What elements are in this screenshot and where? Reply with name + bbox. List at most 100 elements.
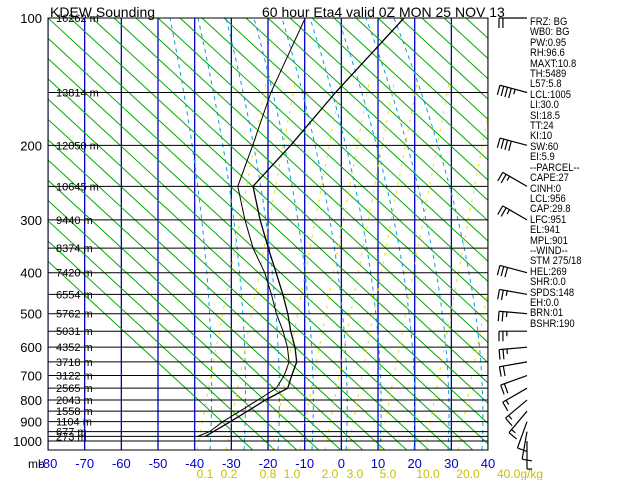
pressure-tick-label: 400 [20, 266, 42, 281]
sounding-index-row: BSHR:190 [530, 317, 575, 330]
mixing-ratio-label: 20.0 [456, 467, 480, 480]
wind-barb [496, 84, 528, 99]
temperature-tick-label: -40 [185, 456, 204, 471]
wind-barb [496, 264, 528, 278]
sounding-index-row: L57:5.8 [530, 78, 562, 91]
dry-adiabat-line [179, 18, 488, 303]
wind-barb [497, 310, 528, 322]
dry-adiabat-line [311, 18, 488, 181]
mixing-ratio-line [271, 77, 343, 450]
sounding-indices-panel: FRZ: BG WB0: BG PW:0.95 RH:96.6 MAXT:10.8 TH:… [530, 16, 640, 330]
temperature-tick-label: -20 [259, 456, 278, 471]
mixing-ratio-label: 2.0 [322, 467, 339, 480]
height-label: 12050 m [56, 140, 99, 152]
mixing-ratio-label: 0.2 [221, 467, 238, 480]
temperature-tick-label: -50 [149, 456, 168, 471]
temperature-tick-labels: -80 -70 -60 -50 -40 -30 -20 -10 0 10 20 30 40 [39, 456, 496, 471]
dry-adiabat-line [48, 179, 342, 450]
mixing-ratio-label: 0.1 [197, 467, 214, 480]
dry-adiabat-line [157, 18, 488, 323]
temperature-tick-label: 20 [407, 456, 421, 471]
pressure-tick-labels: 100 200 300 400 500 600 700 800 900 1000 [13, 11, 42, 449]
height-label: 4352 m [56, 342, 93, 354]
sounding-index-row: HEL:269 [530, 265, 567, 278]
dry-adiabat-line [48, 78, 452, 450]
pressure-tick-label: 500 [20, 307, 42, 322]
mixing-ratio-label: 0.8 [260, 467, 277, 480]
temperature-tick-label: 40 [481, 456, 495, 471]
temperature-tick-label: -30 [222, 456, 241, 471]
dry-adiabat-line [48, 98, 430, 450]
wind-barb [498, 330, 527, 342]
dry-adiabat-line [135, 18, 488, 344]
dry-adiabat-line [48, 199, 320, 450]
sounding-index-row: CINH:0 [530, 182, 562, 195]
sounding-index-row: LCL:1005 [530, 88, 572, 101]
temperature-tick-label: -60 [112, 456, 131, 471]
wind-barb [497, 171, 528, 187]
dry-adiabat-line [48, 240, 276, 450]
sounding-index-row: EI:5.9 [530, 151, 555, 164]
sounding-index-row: TT:24 [530, 120, 554, 133]
height-label: 6554 m [56, 289, 93, 301]
pressure-tick-label: 1000 [13, 434, 42, 449]
dry-adiabat-line [245, 18, 488, 242]
dry-adiabat-line [48, 18, 488, 425]
mixing-ratio-labels: 0.1 0.2 0.8 1.0 2.0 3.0 5.0 10.0 20.0 40.0g/kg [197, 467, 543, 480]
sounding-index-row: LI:30.0 [530, 99, 559, 112]
pressure-tick-label: 600 [20, 340, 42, 355]
sounding-index-row: EL:941 [530, 224, 560, 237]
dry-adiabat-line [113, 18, 488, 364]
mixing-ratio-label: 5.0 [380, 467, 397, 480]
dry-adiabat-line [201, 18, 488, 283]
mixing-ratio-label: 1.0 [284, 467, 301, 480]
wind-barb [516, 421, 528, 452]
sounding-index-row: CAP:29.8 [530, 203, 571, 216]
mixing-ratio-label: 10.0 [416, 467, 440, 480]
moist-adiabat-line [169, 18, 213, 450]
mixing-ratio-label: 3.0 [347, 467, 364, 480]
chart-station-title: KDEW Sounding [50, 4, 155, 20]
sounding-index-row: LFC:951 [530, 213, 567, 226]
height-label: 8374 m [56, 243, 93, 255]
sounding-index-row: PW:0.95 [530, 36, 567, 49]
height-label: 5762 m [56, 309, 93, 321]
dry-adiabat-line [48, 37, 488, 445]
sounding-index-row: MPL:901 [530, 234, 568, 247]
isobar-lines [47, 17, 489, 451]
dry-adiabat-line [69, 18, 488, 404]
dry-adiabat-line [48, 260, 254, 450]
wind-barb [497, 205, 528, 221]
moist-adiabat-line [225, 18, 280, 450]
height-label: 7420 m [56, 268, 93, 280]
height-label: 9440 m [56, 215, 93, 227]
sounding-index-row: KI:10 [530, 130, 553, 143]
pressure-tick-label: 200 [20, 138, 42, 153]
height-label: 677 m [56, 427, 87, 439]
sounding-index-row: SPDS:148 [530, 286, 575, 299]
sounding-index-row: EH:0.0 [530, 296, 559, 309]
height-label: 273 m [56, 431, 87, 443]
temperature-profile-line [204, 18, 405, 437]
pressure-axis-unit: mb [28, 457, 45, 471]
height-label: 13814 m [56, 87, 99, 99]
height-label: 3122 m [56, 371, 93, 383]
sounding-index-row: --PARCEL-- [530, 161, 580, 174]
pressure-tick-label: 700 [20, 369, 42, 384]
wind-barb [498, 361, 528, 377]
plot-frame [47, 17, 489, 451]
dewpoint-profile-line [197, 18, 306, 437]
height-label: 3718 m [56, 357, 93, 369]
temperature-tick-label: -80 [39, 456, 58, 471]
height-label: 2043 m [56, 395, 93, 407]
dry-adiabat-line [48, 118, 408, 450]
chart-valid-title: 60 hour Eta4 valid 0Z MON 25 NOV 13 [262, 4, 505, 20]
dry-adiabat-line [399, 18, 488, 100]
dry-adiabat-line [377, 18, 488, 121]
wind-barb [508, 410, 528, 440]
dry-adiabat-line [355, 18, 488, 141]
wind-barb [498, 17, 527, 28]
sounding-index-row: FRZ: BG [530, 16, 568, 28]
dry-adiabat-line [267, 18, 488, 222]
